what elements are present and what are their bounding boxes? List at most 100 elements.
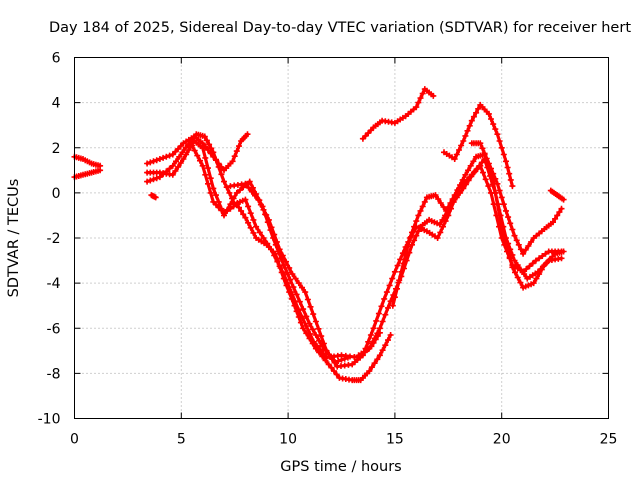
data-point (166, 152, 173, 159)
data-point (218, 171, 225, 178)
data-point (206, 141, 213, 148)
data-point (295, 280, 302, 287)
data-point (257, 201, 264, 208)
data-point (233, 189, 240, 196)
data-point (477, 140, 484, 147)
data-point (263, 211, 270, 218)
data-point (316, 337, 323, 344)
data-point (250, 229, 257, 236)
data-point (415, 99, 422, 106)
data-point (417, 95, 424, 102)
data-point (492, 175, 499, 182)
data-point (367, 332, 374, 338)
data-series (71, 86, 567, 384)
data-point (323, 347, 330, 354)
data-point (312, 345, 319, 352)
y-tick-label: -8 (47, 366, 61, 382)
data-point (205, 165, 211, 172)
x-tick-label: 20 (493, 432, 511, 448)
data-point (207, 189, 214, 196)
data-point (173, 158, 179, 165)
data-point (419, 90, 426, 97)
data-point (511, 232, 518, 239)
data-point (194, 152, 201, 159)
data-point (470, 169, 477, 176)
data-point (507, 220, 514, 227)
data-point (387, 332, 394, 338)
data-point (265, 216, 272, 223)
data-point (328, 364, 335, 371)
data-point (373, 317, 380, 324)
series-sat-d (144, 131, 383, 361)
data-point (279, 252, 286, 259)
data-point (366, 345, 373, 352)
data-point (331, 368, 337, 375)
data-point (506, 170, 513, 177)
data-point (385, 304, 391, 311)
data-point (150, 158, 157, 165)
data-point (210, 149, 217, 156)
data-point (197, 157, 203, 164)
data-point (389, 275, 396, 282)
x-axis-label: GPS time / hours (280, 459, 401, 475)
data-point (289, 271, 296, 278)
data-point (554, 212, 561, 219)
data-point (253, 223, 260, 230)
data-point (439, 216, 446, 223)
data-point (303, 313, 310, 320)
data-point (177, 160, 184, 166)
data-point (205, 180, 211, 187)
data-point (368, 340, 375, 347)
data-point (202, 154, 209, 161)
data-point (480, 169, 486, 176)
data-point (476, 162, 483, 169)
data-point (511, 257, 518, 264)
data-point (153, 157, 160, 164)
data-point (488, 165, 494, 172)
data-point (238, 207, 245, 214)
data-point (478, 159, 485, 166)
data-point (378, 303, 385, 310)
data-point (492, 189, 499, 196)
data-point (229, 158, 236, 165)
series-sat-b (71, 167, 104, 181)
data-point (278, 269, 285, 276)
data-point (326, 351, 333, 358)
data-point (185, 147, 192, 153)
data-point (286, 289, 293, 296)
data-point (509, 183, 516, 190)
data-point (272, 250, 279, 257)
data-point (245, 203, 252, 210)
data-point (382, 311, 389, 318)
data-point (453, 151, 460, 158)
data-point (191, 147, 198, 154)
data-point (525, 242, 532, 249)
series-sat-n (547, 187, 567, 203)
data-point (470, 113, 477, 120)
data-point (303, 330, 310, 337)
data-point (273, 238, 280, 245)
y-tick-label: 4 (52, 96, 61, 112)
data-point (210, 185, 217, 192)
data-point (328, 355, 335, 362)
data-point (300, 325, 307, 332)
data-point (556, 209, 563, 216)
data-point (521, 271, 528, 278)
data-point (242, 196, 249, 203)
data-point (409, 241, 415, 248)
data-point (504, 244, 510, 250)
data-point (376, 325, 383, 332)
data-point (494, 131, 501, 138)
data-point (205, 147, 211, 153)
data-point (310, 311, 317, 318)
data-point (240, 211, 247, 218)
data-point (512, 269, 518, 276)
data-point (505, 214, 512, 221)
data-point (449, 196, 456, 203)
data-point (409, 229, 415, 236)
chart-title: Day 184 of 2025, Sidereal Day-to-day VTE… (49, 20, 631, 36)
data-point (199, 144, 206, 151)
data-point (528, 238, 535, 245)
data-point (299, 284, 305, 291)
